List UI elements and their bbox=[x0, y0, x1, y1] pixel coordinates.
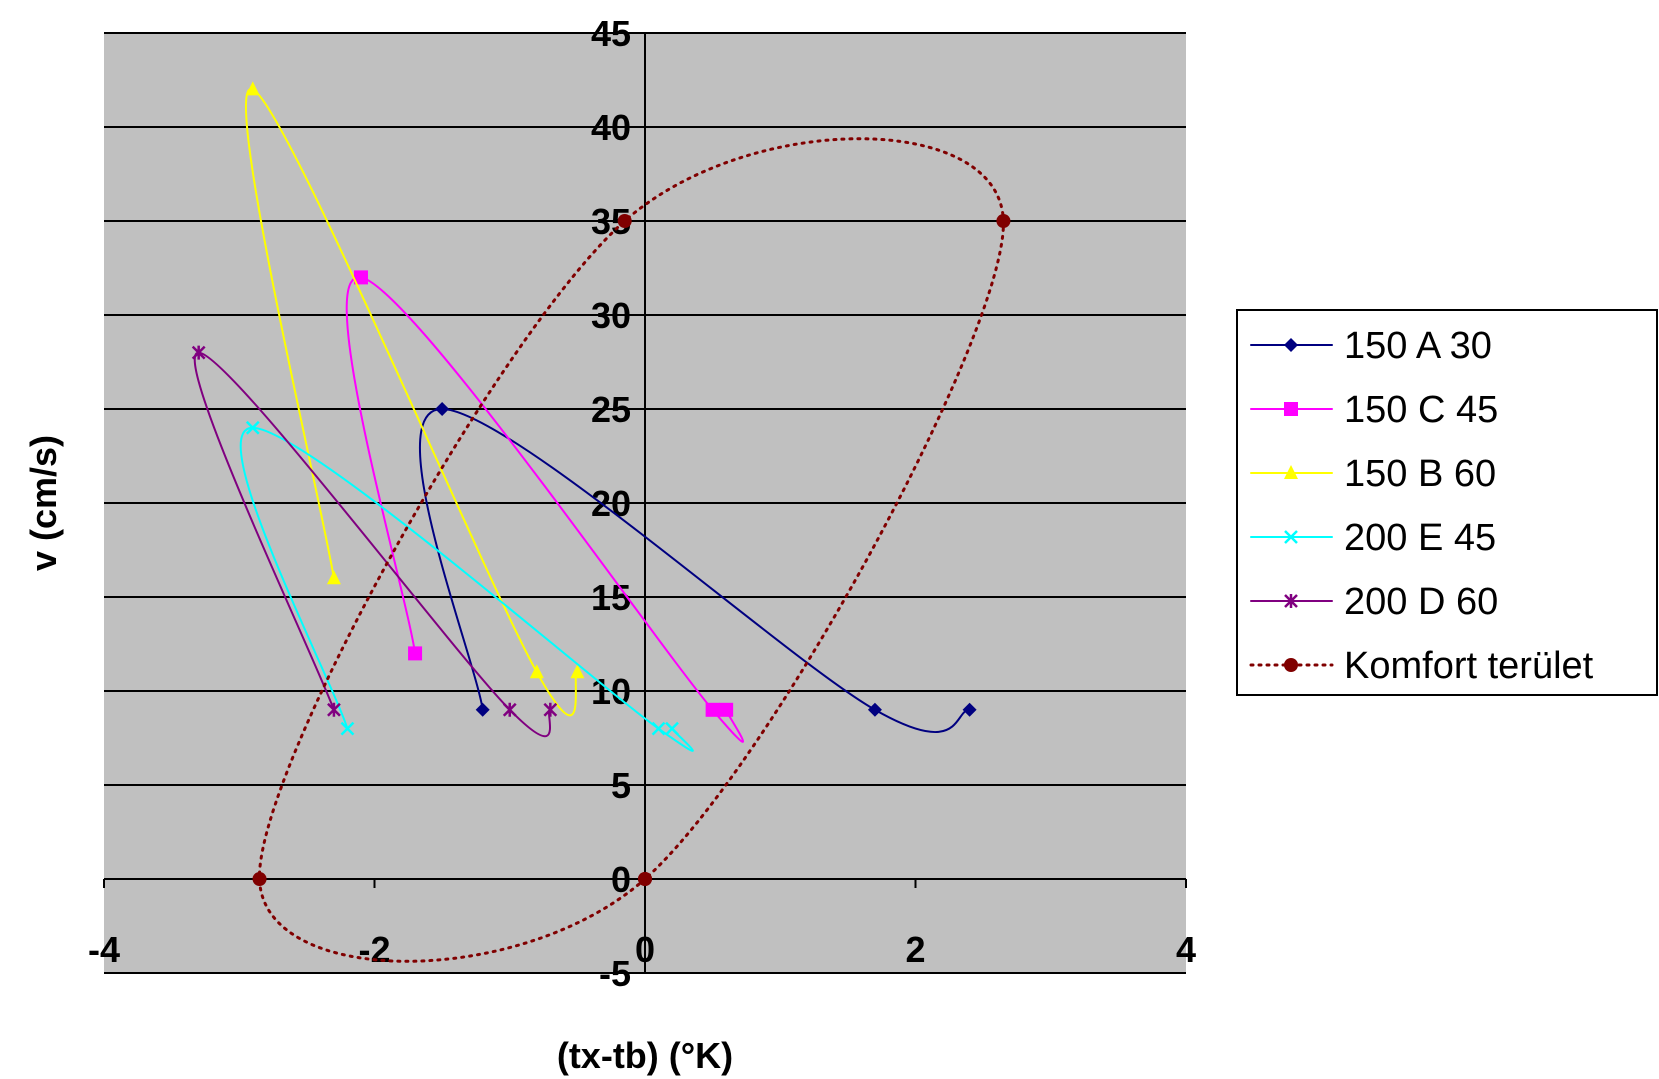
y-tick-label: 25 bbox=[591, 389, 631, 430]
data-point bbox=[252, 872, 267, 886]
data-point bbox=[665, 721, 679, 736]
legend-marker bbox=[1284, 465, 1298, 479]
legend-item: 150 A 30 bbox=[1250, 325, 1492, 367]
series-5 bbox=[252, 137, 1011, 963]
series-line bbox=[193, 351, 552, 738]
y-tick-label: 40 bbox=[591, 107, 631, 148]
legend-label: Komfort terület bbox=[1344, 645, 1594, 687]
data-point bbox=[245, 81, 260, 96]
data-point bbox=[638, 872, 652, 886]
data-point bbox=[327, 702, 341, 717]
legend-box bbox=[1236, 309, 1658, 696]
data-point bbox=[340, 721, 355, 736]
x-tick-labels: -4 -2 0 2 4 bbox=[88, 929, 1196, 970]
series-4 bbox=[191, 345, 558, 738]
legend-label: 200 D 60 bbox=[1344, 581, 1498, 623]
y-tick-label: 15 bbox=[591, 577, 631, 618]
y-tick-label: 45 bbox=[591, 13, 631, 54]
legend-marker bbox=[1284, 402, 1298, 416]
data-point bbox=[435, 402, 450, 416]
data-point bbox=[245, 420, 260, 435]
data-point bbox=[502, 702, 517, 717]
data-point bbox=[191, 345, 206, 360]
data-point bbox=[529, 664, 544, 679]
series-1 bbox=[345, 270, 744, 743]
legend-marker bbox=[1284, 530, 1298, 544]
x-tick-label: 4 bbox=[1176, 929, 1196, 970]
legend-label: 200 E 45 bbox=[1344, 517, 1496, 559]
data-point bbox=[543, 702, 558, 717]
x-tick-label: 2 bbox=[905, 929, 925, 970]
series-line bbox=[239, 426, 694, 752]
data-point bbox=[475, 702, 490, 717]
data-point bbox=[651, 721, 666, 736]
legend-item: 200 E 45 bbox=[1250, 517, 1496, 559]
y-axis-title: v (cm/s) bbox=[23, 435, 64, 571]
legend-item: 200 D 60 bbox=[1250, 581, 1498, 623]
series-line bbox=[245, 88, 579, 717]
y-tick-label: 30 bbox=[591, 295, 631, 336]
data-point bbox=[705, 702, 720, 717]
y-tick-label: 20 bbox=[591, 483, 631, 524]
y-tick-label: 0 bbox=[611, 859, 631, 900]
legend-marker bbox=[1284, 338, 1298, 352]
x-tick-label: 0 bbox=[635, 929, 655, 970]
legend-item: 150 B 60 bbox=[1250, 453, 1496, 495]
series-layer bbox=[191, 81, 1011, 963]
data-point bbox=[617, 214, 632, 228]
series-line bbox=[345, 276, 744, 743]
x-tick-label: -4 bbox=[88, 929, 120, 970]
legend-label: 150 A 30 bbox=[1344, 325, 1492, 367]
legend-label: 150 B 60 bbox=[1344, 453, 1496, 495]
legend-marker bbox=[1284, 658, 1298, 672]
y-tick-label: 5 bbox=[611, 765, 631, 806]
legend-item: Komfort terület bbox=[1249, 645, 1594, 687]
data-point bbox=[719, 702, 734, 717]
data-point bbox=[867, 702, 882, 717]
legend-item: 150 C 45 bbox=[1250, 389, 1498, 431]
legend-label: 150 C 45 bbox=[1344, 389, 1498, 431]
data-point bbox=[326, 570, 341, 585]
data-point bbox=[996, 214, 1011, 228]
series-3 bbox=[239, 420, 694, 752]
legend-marker bbox=[1284, 594, 1298, 608]
data-point bbox=[408, 646, 423, 661]
y-tick-label: -5 bbox=[599, 953, 631, 994]
data-point bbox=[353, 270, 368, 285]
legend: 150 A 30 150 C 45 150 B 60 200 E 45 200 D 60… bbox=[1236, 309, 1658, 696]
x-tick-label: -2 bbox=[358, 929, 390, 970]
series-2 bbox=[245, 81, 585, 717]
data-point bbox=[962, 702, 977, 717]
data-point bbox=[570, 664, 585, 679]
x-axis-title: (tx-tb) (°K) bbox=[557, 1035, 733, 1076]
